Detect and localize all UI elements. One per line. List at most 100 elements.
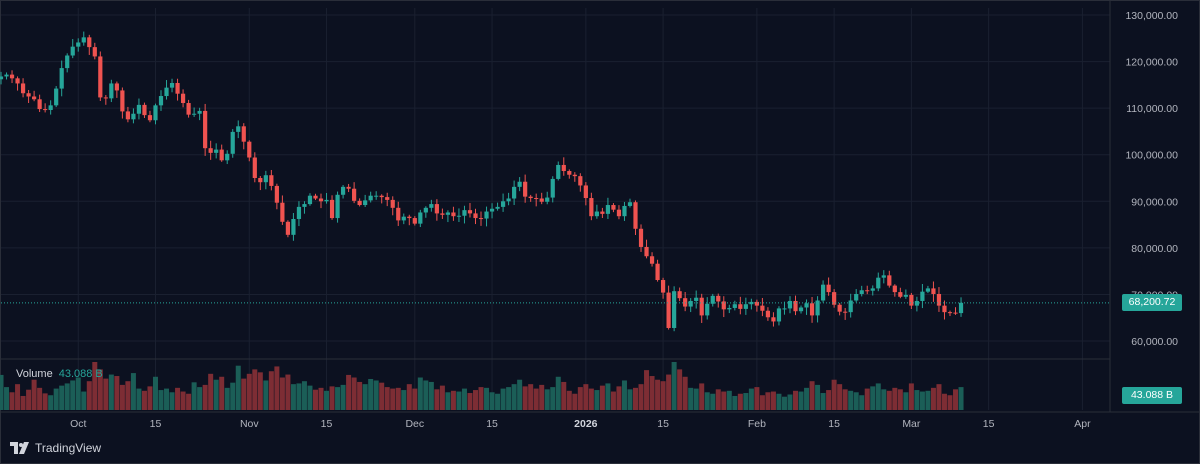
candle-body	[572, 174, 577, 177]
candle-body	[120, 90, 125, 112]
volume-bar	[114, 376, 120, 410]
last-price-badge: 68,200.72	[1122, 294, 1182, 312]
volume-bar	[544, 389, 550, 410]
volume-bar	[776, 393, 782, 410]
candle-body	[48, 105, 53, 111]
volume-bar	[765, 392, 771, 410]
volume-bar	[837, 384, 843, 410]
candle-body	[644, 246, 649, 257]
candle-body	[81, 37, 86, 43]
candle-body	[429, 204, 434, 208]
volume-bar	[715, 389, 721, 410]
candle-body	[848, 300, 853, 313]
volume-bar	[919, 391, 925, 410]
candle-body	[887, 275, 892, 286]
candle-body	[534, 198, 539, 200]
candle-body	[285, 221, 291, 235]
volume-bar	[831, 379, 837, 410]
volume-bar	[130, 373, 136, 410]
y-tick-label: 60,000.00	[1131, 336, 1178, 348]
x-tick-label: Feb	[748, 418, 766, 430]
candle-body	[793, 300, 798, 312]
candle-body	[186, 103, 191, 115]
volume-bar	[450, 390, 456, 410]
candle-body	[837, 304, 842, 312]
candle-body	[865, 290, 870, 292]
candle-body	[655, 263, 660, 281]
candle-body	[876, 277, 881, 289]
volume-bar	[704, 392, 710, 410]
volume-bar	[108, 374, 114, 410]
candle-body	[627, 202, 633, 206]
volume-bar	[75, 377, 81, 410]
volume-bar	[500, 388, 506, 410]
candle-body	[561, 164, 566, 172]
volume-bar	[616, 386, 622, 410]
y-tick-label: 110,000.00	[1126, 103, 1178, 115]
volume-bar	[936, 384, 942, 410]
candle-body	[843, 311, 848, 313]
x-tick-label: 15	[657, 418, 669, 430]
candle-body	[175, 82, 180, 94]
candle-body	[434, 204, 439, 214]
volume-bar	[577, 387, 583, 410]
volume-bar	[914, 390, 920, 410]
volume-bar	[379, 382, 385, 410]
volume-bar	[53, 388, 59, 410]
volume-bar	[804, 387, 810, 410]
tradingview-logo[interactable]: TradingView	[10, 441, 101, 455]
candle-body	[230, 131, 235, 154]
volume-bar	[671, 362, 677, 410]
x-tick-label: Apr	[1074, 418, 1091, 430]
volume-bar	[908, 383, 914, 410]
candle-body	[578, 176, 583, 186]
candle-body	[103, 97, 108, 99]
volume-bar	[164, 388, 170, 410]
x-tick-label: 15	[321, 418, 333, 430]
candle-body	[274, 185, 279, 203]
candle-body	[296, 206, 302, 219]
candle-body	[705, 303, 710, 316]
candle-body	[114, 83, 119, 91]
volume-bar	[48, 395, 54, 410]
candle-body	[732, 304, 737, 308]
candle-body	[4, 74, 9, 77]
volume-bar	[301, 381, 307, 410]
volume-bar	[125, 381, 131, 410]
candle-body	[346, 186, 351, 189]
volume-bar	[566, 390, 572, 410]
candle-body	[32, 96, 37, 100]
volume-bar	[644, 370, 650, 410]
volume-bar	[930, 387, 936, 410]
volume-bar	[329, 386, 335, 410]
candle-body	[76, 42, 81, 47]
candle-body	[379, 195, 384, 198]
volume-bar	[384, 387, 390, 410]
volume-bar	[853, 392, 859, 410]
y-tick-label: 130,000.00	[1125, 10, 1178, 22]
volume-bar	[710, 393, 716, 410]
candle-body	[385, 197, 390, 200]
candle-body	[694, 297, 699, 301]
volume-bar	[875, 383, 881, 410]
candle-body	[859, 290, 864, 294]
candle-body	[462, 210, 467, 216]
candle-body	[368, 195, 373, 201]
volume-bar	[583, 384, 589, 410]
volume-bar	[550, 387, 556, 410]
candle-body	[809, 303, 815, 316]
candle-body	[688, 300, 693, 307]
time-axis[interactable]: Oct 15 Nov 15 Dec 15 2026 15 Feb 15 Mar 15 Apr	[70, 418, 1091, 430]
volume-bar	[395, 387, 401, 410]
candle-body	[456, 215, 462, 217]
candle-body	[236, 126, 241, 132]
volume-bar	[655, 379, 661, 410]
volume-bar	[274, 366, 280, 410]
volume-bar	[368, 378, 374, 410]
volume-bar	[412, 388, 418, 410]
volume-bar	[638, 384, 644, 410]
candle-body	[936, 293, 942, 306]
volume-bar	[953, 389, 959, 410]
volume-bar	[467, 393, 473, 410]
